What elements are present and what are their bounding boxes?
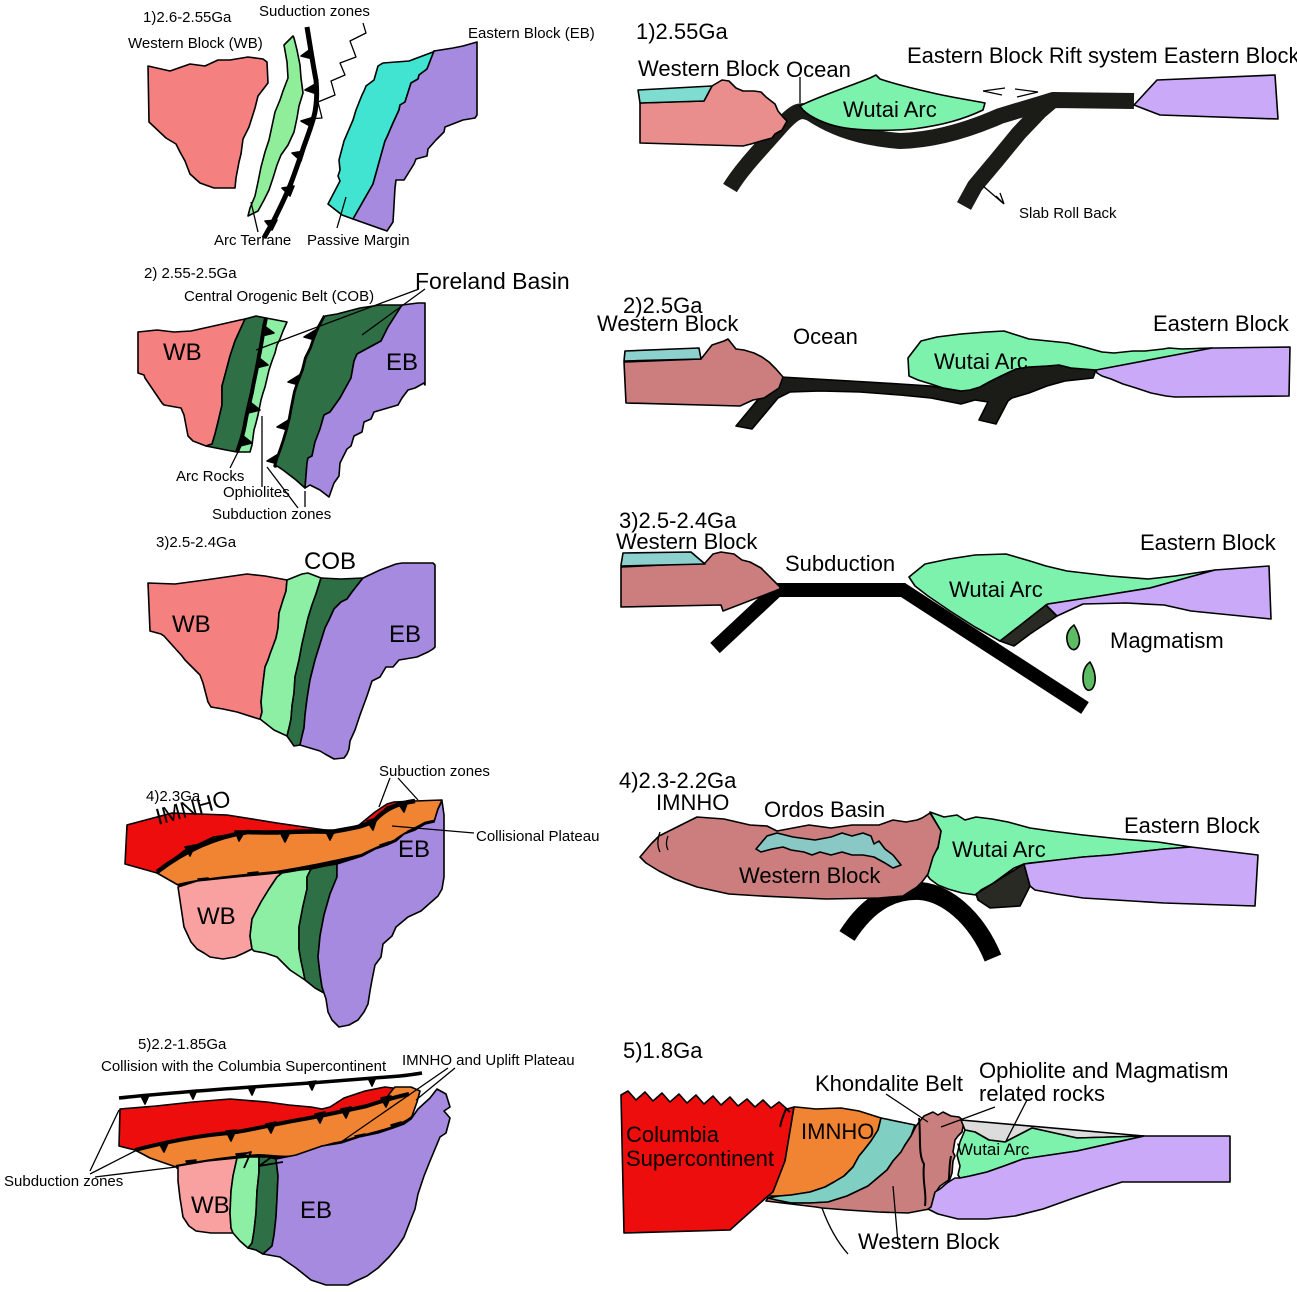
svg-text:Subduction zones: Subduction zones [4,1173,123,1190]
svg-text:5)1.8Ga: 5)1.8Ga [623,1038,703,1063]
svg-text:Ophiolite and Magmatism: Ophiolite and Magmatism [979,1058,1228,1083]
svg-text:1)2.6-2.55Ga: 1)2.6-2.55Ga [143,9,232,26]
svg-text:3)2.5-2.4Ga: 3)2.5-2.4Ga [156,534,237,551]
svg-text:Ordos Basin: Ordos Basin [764,797,885,822]
svg-text:Supercontinent: Supercontinent [626,1146,774,1171]
svg-text:1)2.55Ga: 1)2.55Ga [636,19,728,44]
svg-text:Wutai Arc: Wutai Arc [934,349,1028,374]
svg-text:WB: WB [163,339,202,366]
svg-text:WB: WB [172,611,211,638]
svg-text:Ophiolites: Ophiolites [223,484,290,501]
svg-text:Subduction: Subduction [785,551,895,576]
svg-text:Magmatism: Magmatism [1110,628,1224,653]
svg-text:Slab Roll Back: Slab Roll Back [1019,205,1117,222]
svg-text:2)2.5Ga: 2)2.5Ga [623,293,703,318]
svg-text:Eastern Block: Eastern Block [1124,813,1261,838]
svg-text:Ocean: Ocean [786,57,851,82]
svg-text:related rocks: related rocks [979,1081,1105,1106]
svg-text:Western Block: Western Block [638,56,780,81]
svg-text:5)2.2-1.85Ga: 5)2.2-1.85Ga [138,1036,227,1053]
svg-text:Subduction zones: Subduction zones [212,506,331,523]
svg-text:EB: EB [389,621,421,648]
svg-text:4)2.3Ga: 4)2.3Ga [146,788,201,805]
svg-text:Columbia: Columbia [626,1122,720,1147]
svg-text:Khondalite Belt: Khondalite Belt [815,1071,963,1096]
svg-text:IMNHO: IMNHO [801,1119,874,1144]
svg-text:Western Block (WB): Western Block (WB) [128,35,263,52]
svg-text:Passive Margin: Passive Margin [307,232,410,249]
svg-text:Western Block: Western Block [739,863,881,888]
svg-text:EB: EB [398,836,430,863]
svg-text:EB: EB [300,1197,332,1224]
svg-text:IMNHO: IMNHO [656,790,729,815]
svg-text:Eastern Block: Eastern Block [1140,530,1277,555]
svg-text:Western Block: Western Block [597,311,739,336]
svg-text:Western Block: Western Block [616,529,758,554]
svg-text:WB: WB [191,1192,230,1219]
svg-text:2) 2.55-2.5Ga: 2) 2.55-2.5Ga [144,265,237,282]
svg-text:Subuction zones: Subuction zones [379,763,490,780]
svg-text:3)2.5-2.4Ga: 3)2.5-2.4Ga [619,508,737,533]
svg-text:Foreland Basin: Foreland Basin [415,268,570,294]
svg-text:Eastern Block Rift system East: Eastern Block Rift system Eastern Block [907,43,1297,68]
svg-text:COB: COB [304,548,356,575]
svg-text:IMNHO and Uplift Plateau: IMNHO and Uplift Plateau [402,1052,575,1069]
svg-text:Central Orogenic Belt (COB): Central Orogenic Belt (COB) [184,288,374,305]
svg-text:Western Block: Western Block [858,1229,1000,1254]
svg-text:WB: WB [197,903,236,930]
svg-text:4)2.3-2.2Ga: 4)2.3-2.2Ga [619,768,737,793]
svg-text:Collision with the Columbia Su: Collision with the Columbia Supercontine… [101,1058,387,1075]
svg-text:Collisional Plateau: Collisional Plateau [476,828,599,845]
svg-text:Suduction zones: Suduction zones [259,3,370,20]
svg-text:Arc Rocks: Arc Rocks [176,468,244,485]
svg-text:Arc Terrane: Arc Terrane [214,232,291,249]
svg-text:Wutai Arc: Wutai Arc [952,837,1046,862]
svg-text:Eastern Block (EB): Eastern Block (EB) [468,25,595,42]
svg-text:Wutai Arc: Wutai Arc [949,577,1043,602]
svg-text:Eastern Block: Eastern Block [1153,311,1290,336]
svg-text:EB: EB [386,349,418,376]
svg-text:Ocean: Ocean [793,324,858,349]
svg-text:Wutai Arc: Wutai Arc [957,1140,1030,1159]
svg-text:Wutai Arc: Wutai Arc [843,97,937,122]
